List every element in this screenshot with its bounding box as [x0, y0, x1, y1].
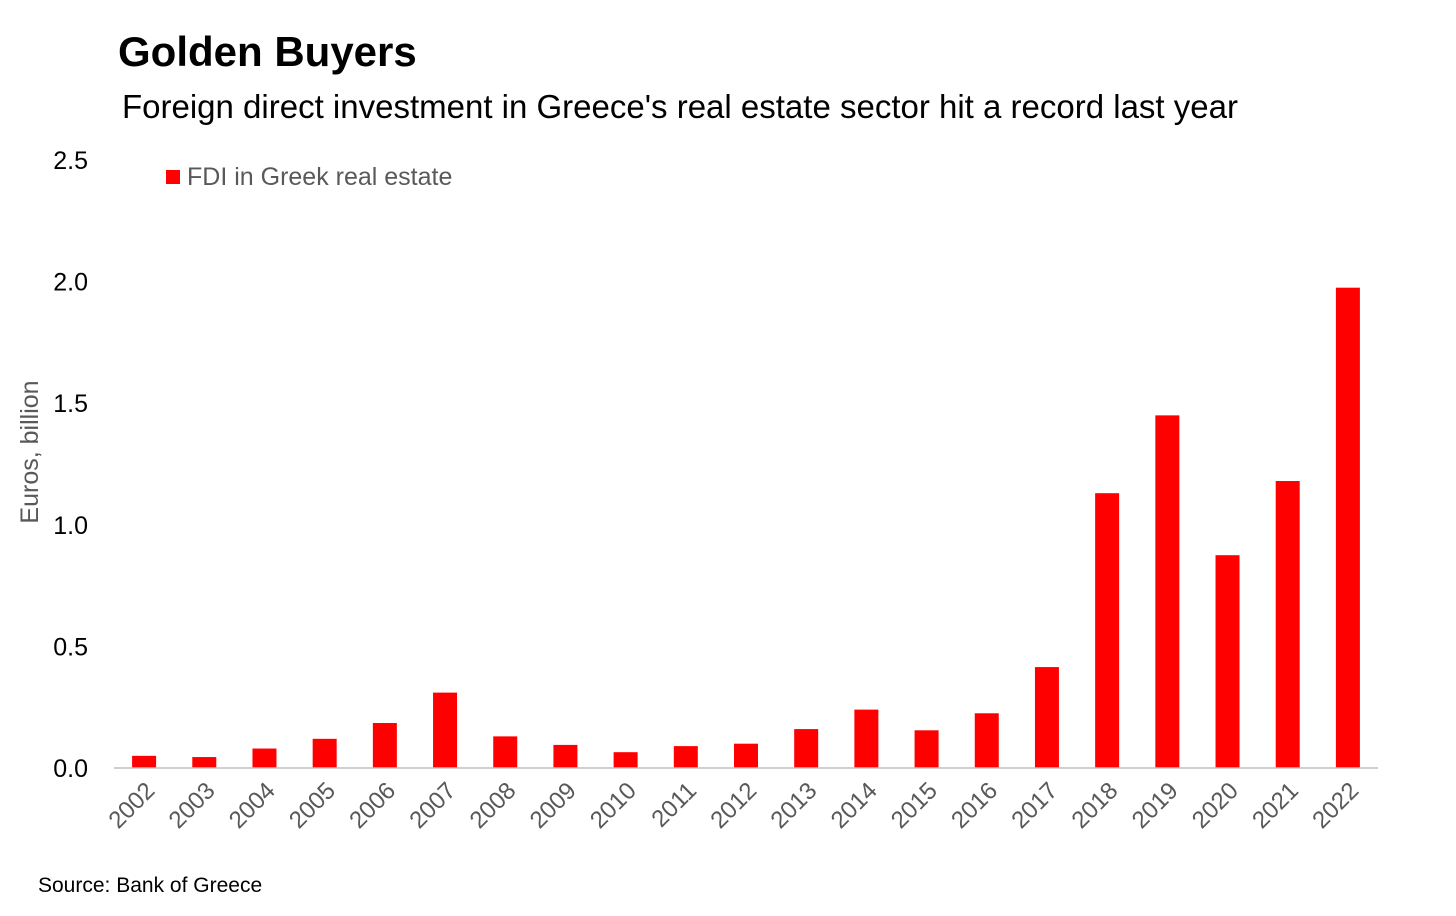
bars	[132, 287, 1360, 768]
y-tick-label: 2.5	[53, 147, 88, 175]
bar-2010	[613, 752, 638, 768]
bar-2002	[132, 755, 157, 768]
x-tick-label: 2012	[705, 777, 762, 834]
bar-2020	[1215, 555, 1240, 768]
x-tick-label: 2020	[1187, 777, 1244, 834]
y-axis-label: Euros, billion	[16, 380, 44, 523]
x-tick-label: 2002	[103, 777, 160, 834]
x-tick-label: 2004	[224, 777, 281, 834]
bar-2017	[1034, 667, 1059, 768]
y-tick-label: 1.0	[53, 512, 88, 540]
bar-2008	[493, 736, 518, 768]
source-note: Source: Bank of Greece	[38, 874, 263, 897]
x-tick-label: 2015	[886, 777, 943, 834]
y-tick-label: 0.0	[53, 755, 88, 783]
bar-2011	[673, 746, 698, 768]
bar-2012	[734, 743, 758, 768]
bar-2015	[914, 730, 939, 768]
legend-label: FDI in Greek real estate	[187, 163, 452, 191]
y-axis-ticks: 0.0 0.5 1.0 1.5 2.0 2.5	[53, 147, 88, 783]
x-tick-label: 2018	[1067, 777, 1124, 834]
x-tick-label: 2005	[284, 777, 341, 834]
bar-2006	[372, 723, 397, 768]
x-tick-label: 2007	[404, 777, 461, 834]
x-tick-label: 2010	[585, 777, 642, 834]
x-tick-label: 2006	[344, 777, 401, 834]
legend-swatch	[166, 170, 180, 184]
chart-subtitle: Foreign direct investment in Greece's re…	[122, 88, 1238, 125]
bar-2003	[192, 757, 217, 768]
x-tick-label: 2008	[465, 777, 522, 834]
x-tick-label: 2011	[646, 777, 702, 833]
bar-2019	[1155, 415, 1180, 768]
bar-2021	[1275, 481, 1300, 768]
x-tick-label: 2009	[525, 777, 582, 834]
legend: FDI in Greek real estate	[166, 163, 452, 191]
bar-2016	[974, 713, 999, 768]
y-tick-label: 0.5	[53, 633, 88, 661]
x-tick-label: 2021	[1247, 777, 1304, 834]
x-tick-label: 2013	[766, 777, 823, 834]
x-tick-label: 2017	[1006, 777, 1063, 834]
bar-2007	[433, 692, 458, 768]
x-tick-label: 2019	[1127, 777, 1184, 834]
bar-2022	[1335, 287, 1360, 768]
y-tick-label: 1.5	[53, 390, 88, 418]
x-tick-label: 2014	[826, 777, 883, 834]
y-tick-label: 2.0	[53, 269, 88, 297]
bar-2018	[1095, 493, 1120, 768]
bar-2009	[553, 744, 578, 768]
x-tick-label: 2022	[1307, 777, 1364, 834]
x-tick-label: 2003	[164, 777, 221, 834]
chart-title: Golden Buyers	[118, 28, 417, 75]
x-axis-ticks: 2002 2003 2004 2005 2006 2007 2008 2009 2010 2011…	[103, 777, 1364, 834]
x-tick-label: 2016	[946, 777, 1003, 834]
bar-2014	[854, 709, 879, 768]
bar-2004	[252, 748, 277, 768]
bar-2013	[794, 729, 819, 768]
bar-2005	[312, 738, 337, 768]
